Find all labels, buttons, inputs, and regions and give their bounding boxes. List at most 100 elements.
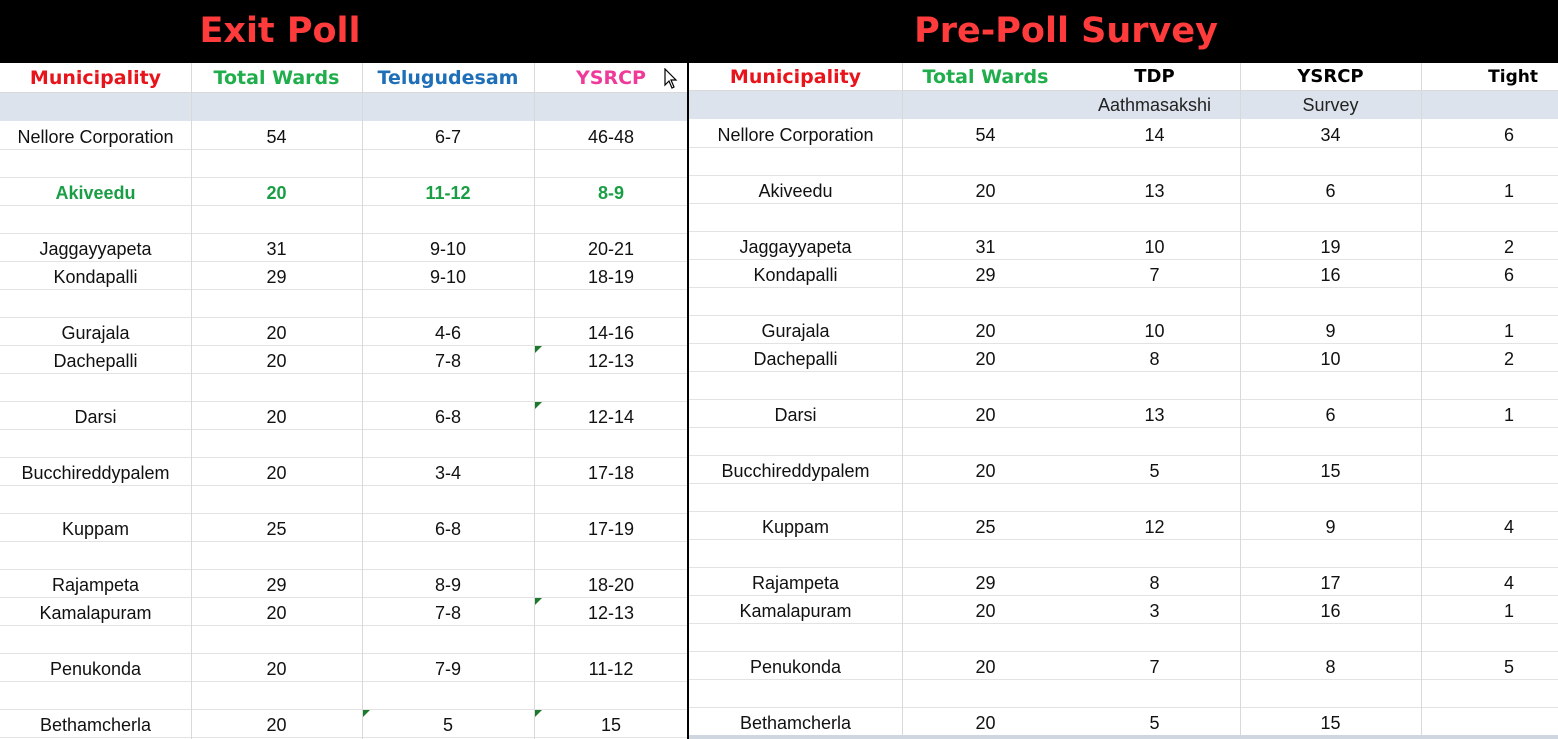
cell-total-wards[interactable]	[191, 682, 362, 710]
cell-ysrcp[interactable]	[534, 542, 688, 570]
cell-ysrcp[interactable]	[1240, 204, 1421, 232]
comment-indicator-icon[interactable]	[535, 346, 542, 353]
cell-ysrcp[interactable]: 8	[1325, 657, 1336, 677]
cell-tdp[interactable]: 14	[1144, 125, 1165, 145]
header-municipality[interactable]: Municipality	[689, 63, 902, 91]
cell-municipality[interactable]	[689, 372, 902, 400]
cell-municipality[interactable]	[0, 542, 191, 570]
cell-telugudesam[interactable]: 7-8	[434, 351, 461, 371]
cell-total-wards[interactable]: 20	[266, 351, 287, 371]
header-total-wards[interactable]: Total Wards	[902, 63, 1069, 91]
cell-tight[interactable]: 1	[1503, 405, 1514, 425]
cell-total-wards[interactable]: 20	[975, 405, 996, 425]
cell-municipality[interactable]: Jaggayyapeta	[39, 239, 152, 259]
cell-tight[interactable]: 4	[1503, 573, 1514, 593]
cell-tdp[interactable]	[1069, 484, 1240, 512]
cell-municipality[interactable]: Gurajala	[61, 323, 130, 343]
cell-tight[interactable]	[1421, 484, 1558, 512]
cell-ysrcp[interactable]	[534, 150, 688, 178]
cell-ysrcp[interactable]: 12-13	[587, 351, 635, 371]
cell-total-wards[interactable]: 29	[266, 267, 287, 287]
cell-tdp[interactable]: 5	[1149, 713, 1160, 733]
cell-tight[interactable]: 1	[1503, 601, 1514, 621]
cell-ysrcp[interactable]: 14-16	[587, 323, 635, 343]
cell-municipality[interactable]: Nellore Corporation	[17, 127, 174, 147]
cell-municipality[interactable]: Gurajala	[761, 321, 830, 341]
cell-tdp[interactable]: 12	[1144, 517, 1165, 537]
cell-ysrcp[interactable]: 12-14	[587, 407, 635, 427]
cell-municipality[interactable]	[689, 204, 902, 232]
cell-ysrcp[interactable]: 12-13	[587, 603, 635, 623]
cell-ysrcp[interactable]: 15	[1320, 461, 1341, 481]
cell-telugudesam[interactable]: 9-10	[429, 267, 467, 287]
cell-total-wards[interactable]: 20	[975, 713, 996, 733]
cell-ysrcp[interactable]: 18-19	[587, 267, 635, 287]
cell-ysrcp[interactable]	[1240, 428, 1421, 456]
cell-municipality[interactable]: Bucchireddypalem	[21, 463, 170, 483]
cell-tight[interactable]	[1421, 288, 1558, 316]
cell-total-wards[interactable]	[902, 484, 1069, 512]
cell-total-wards[interactable]	[902, 624, 1069, 652]
cell-telugudesam[interactable]: 7-9	[434, 659, 461, 679]
cell-municipality[interactable]	[689, 428, 902, 456]
cell-municipality[interactable]: Darsi	[774, 405, 817, 425]
cell-tight[interactable]: 4	[1503, 517, 1514, 537]
cell-ysrcp[interactable]	[1240, 148, 1421, 176]
cell-municipality[interactable]: Kuppam	[761, 517, 830, 537]
cell-tdp[interactable]: 5	[1149, 461, 1160, 481]
cell-total-wards[interactable]	[191, 206, 362, 234]
comment-indicator-icon[interactable]	[535, 402, 542, 409]
cell-total-wards[interactable]	[191, 626, 362, 654]
header-municipality[interactable]: Municipality	[0, 63, 191, 93]
cell-tdp[interactable]: 8	[1149, 349, 1160, 369]
cell-total-wards[interactable]	[191, 486, 362, 514]
cell-tdp[interactable]: 3	[1149, 601, 1160, 621]
cell-municipality[interactable]: Kamalapuram	[739, 601, 852, 621]
cell-total-wards[interactable]	[902, 540, 1069, 568]
cell-telugudesam[interactable]: 8-9	[434, 575, 461, 595]
cell-telugudesam[interactable]	[362, 430, 534, 458]
cell-ysrcp[interactable]: 18-20	[587, 575, 635, 595]
cell-tdp[interactable]	[1069, 540, 1240, 568]
cell-ysrcp[interactable]: 9	[1325, 517, 1336, 537]
cell-total-wards[interactable]	[191, 430, 362, 458]
cell-municipality[interactable]	[689, 540, 902, 568]
comment-indicator-icon[interactable]	[363, 710, 370, 717]
cell-total-wards[interactable]: 31	[975, 237, 996, 257]
cell-ysrcp[interactable]	[1240, 624, 1421, 652]
cell-tdp[interactable]: 8	[1149, 573, 1160, 593]
cell-municipality[interactable]: Akiveedu	[758, 181, 833, 201]
cell-municipality[interactable]	[689, 288, 902, 316]
cell-telugudesam[interactable]	[362, 542, 534, 570]
cell-ysrcp[interactable]	[534, 486, 688, 514]
cell-total-wards[interactable]: 20	[266, 715, 287, 735]
cell-tight[interactable]	[1421, 148, 1558, 176]
cell-total-wards[interactable]: 20	[975, 181, 996, 201]
cell-total-wards[interactable]: 29	[975, 265, 996, 285]
header-telugudesam[interactable]: Telugudesam	[362, 63, 534, 93]
header-ysrcp[interactable]: YSRCP	[534, 63, 688, 93]
cell-ysrcp[interactable]: 9	[1325, 321, 1336, 341]
cell-tdp[interactable]	[1069, 288, 1240, 316]
cell-ysrcp[interactable]: 17-19	[587, 519, 635, 539]
cell-telugudesam[interactable]: 7-8	[434, 603, 461, 623]
cell-telugudesam[interactable]: 6-8	[434, 407, 461, 427]
cell-ysrcp[interactable]: 34	[1320, 125, 1341, 145]
header-total-wards[interactable]: Total Wards	[191, 63, 362, 93]
cell-municipality[interactable]	[689, 680, 902, 708]
cell-telugudesam[interactable]	[362, 626, 534, 654]
cell-ysrcp[interactable]: 6	[1325, 181, 1336, 201]
cell-municipality[interactable]	[689, 148, 902, 176]
cell-ysrcp[interactable]: 17-18	[587, 463, 635, 483]
cell-total-wards[interactable]	[191, 290, 362, 318]
cell-municipality[interactable]: Jaggayyapeta	[739, 237, 852, 257]
cell-municipality[interactable]	[0, 682, 191, 710]
cell-ysrcp[interactable]	[1240, 372, 1421, 400]
cell-ysrcp[interactable]: 19	[1320, 237, 1341, 257]
cell-total-wards[interactable]	[191, 374, 362, 402]
cell-municipality[interactable]	[0, 150, 191, 178]
cell-total-wards[interactable]: 20	[975, 657, 996, 677]
cell-total-wards[interactable]: 20	[266, 659, 287, 679]
cell-telugudesam[interactable]	[362, 206, 534, 234]
cell-telugudesam[interactable]: 6-7	[434, 127, 461, 147]
